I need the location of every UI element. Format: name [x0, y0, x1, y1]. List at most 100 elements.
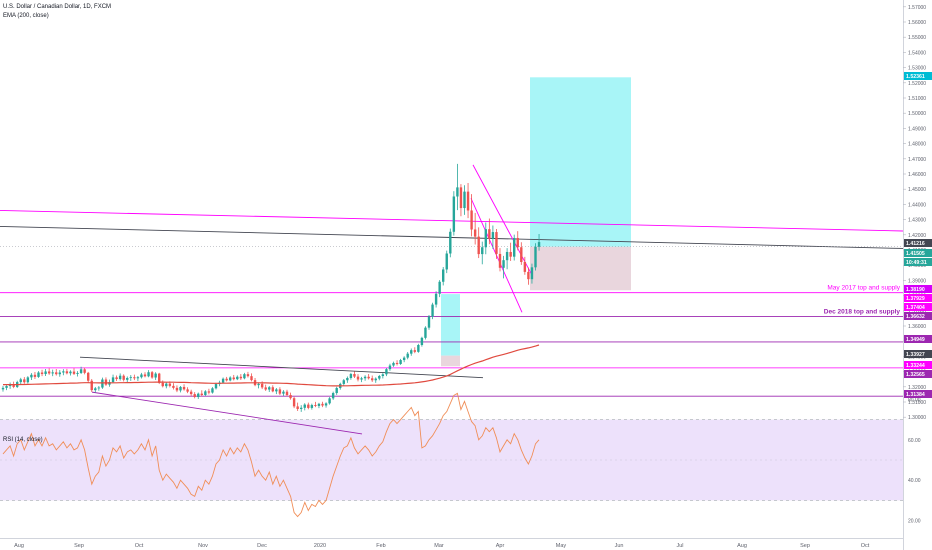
price-tag-label: 1.33244: [906, 363, 925, 369]
ema-line: [3, 344, 540, 387]
candle-body: [175, 387, 179, 391]
candle: [342, 379, 345, 386]
candle: [296, 402, 299, 411]
candle-body: [87, 372, 90, 381]
candle-body: [459, 187, 463, 209]
candle-body: [374, 378, 377, 381]
time-tick-label: 2020: [314, 543, 326, 549]
candle: [26, 376, 30, 384]
candle: [182, 384, 186, 391]
candle-body: [335, 388, 338, 394]
candle: [30, 373, 33, 380]
candle-body: [172, 385, 175, 388]
candle-body: [466, 191, 470, 211]
price-tag-bg: [904, 239, 932, 247]
candle: [324, 402, 328, 408]
candle: [225, 376, 228, 382]
candle-body: [26, 377, 30, 383]
price-tick-label: 1.56000: [908, 20, 926, 26]
candle: [211, 387, 214, 394]
candle-body: [246, 374, 250, 377]
candle: [477, 227, 480, 259]
axes-layer: 1.300001.310001.320001.330001.340001.350…: [14, 5, 932, 549]
candle: [97, 386, 101, 391]
price-tick-label: 1.49000: [908, 126, 926, 132]
price-tag-label: 1.31384: [906, 392, 925, 398]
price-tick-label: 1.48000: [908, 142, 926, 148]
candle: [115, 375, 118, 382]
candle: [349, 372, 353, 380]
candle-body: [470, 210, 473, 230]
candle-body: [328, 398, 331, 404]
candle: [399, 358, 402, 365]
candle: [516, 231, 519, 251]
price-tick-label: 1.43000: [908, 218, 926, 224]
candle: [122, 374, 125, 382]
candle-body: [111, 377, 115, 383]
price-tick-label: 1.44000: [908, 202, 926, 208]
price-tag-bg: [904, 249, 932, 257]
candle: [331, 391, 335, 400]
candle-body: [452, 196, 456, 232]
candle-body: [140, 374, 143, 378]
candle: [200, 390, 203, 397]
stop-zone: [530, 246, 631, 291]
candle-body: [58, 372, 61, 375]
time-tick-label: Aug: [14, 543, 24, 549]
candle-body: [239, 376, 243, 379]
candle-body: [65, 371, 69, 374]
candle: [424, 326, 427, 340]
candle: [172, 383, 175, 390]
candle-body: [136, 377, 140, 379]
candle: [371, 375, 374, 382]
candle: [300, 405, 303, 412]
rsi-tick-label: 80.00: [908, 397, 921, 403]
candle: [189, 389, 193, 396]
candle-body: [356, 376, 360, 380]
candle: [136, 376, 140, 382]
time-tick-label: Apr: [496, 543, 505, 549]
candle-body: [211, 388, 214, 393]
price-tick-label: 1.53000: [908, 66, 926, 72]
prior-target-zone: [441, 294, 460, 356]
price-tag-label: 1.32565: [906, 372, 925, 378]
annotation-may-2017: May 2017 top and supply: [827, 285, 900, 292]
candle: [374, 377, 377, 383]
price-tag-bg: [904, 335, 932, 343]
candle-body: [303, 404, 306, 408]
candle-body: [381, 374, 385, 377]
candle: [126, 376, 129, 383]
candle: [186, 387, 189, 394]
candle-body: [498, 253, 502, 268]
candle: [420, 336, 424, 347]
target-zone: [530, 77, 631, 247]
candle: [5, 385, 8, 391]
candle-body: [449, 231, 452, 254]
candle-body: [346, 377, 349, 381]
candle: [79, 366, 83, 375]
candle-body: [229, 377, 232, 381]
candle: [83, 367, 86, 375]
candle: [229, 376, 232, 382]
candle-body: [30, 374, 33, 378]
candle-body: [399, 360, 402, 364]
candle: [47, 368, 51, 375]
candle-body: [23, 379, 26, 383]
candle-body: [367, 376, 370, 379]
candle-body: [126, 377, 129, 380]
candle-body: [193, 394, 196, 397]
candle-body: [150, 372, 154, 378]
candle: [530, 263, 534, 284]
candle-body: [424, 327, 427, 338]
candle-body: [12, 384, 15, 387]
candle: [214, 382, 218, 390]
candle-body: [442, 269, 445, 282]
candle-body: [250, 376, 253, 381]
candle-body: [101, 379, 104, 388]
candle-body: [154, 373, 157, 378]
candle: [505, 248, 509, 270]
price-tick-label: 1.30000: [908, 415, 926, 421]
candle: [118, 373, 122, 381]
price-tick-label: 1.57000: [908, 5, 926, 11]
